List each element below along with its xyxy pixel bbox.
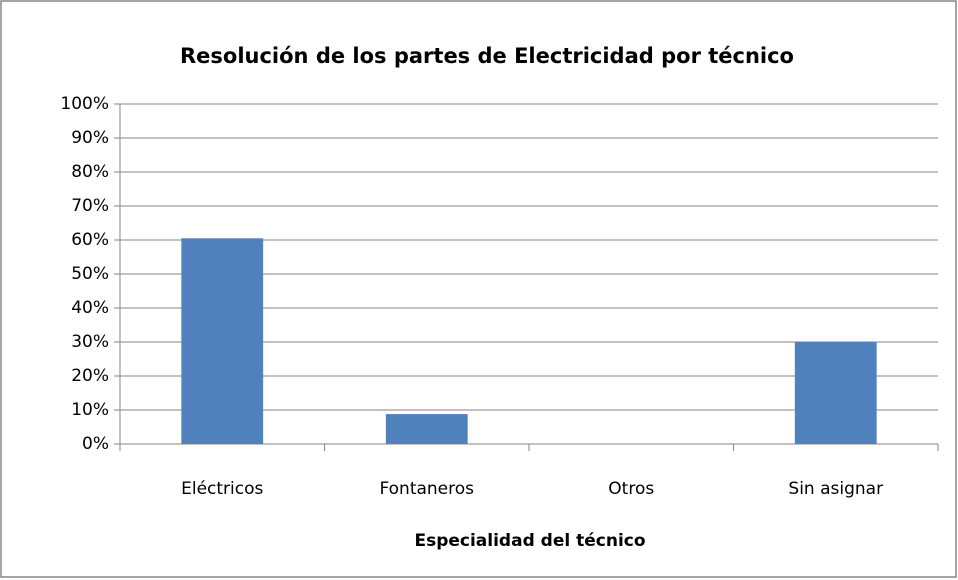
y-tick-label: 80% bbox=[71, 162, 109, 182]
y-tick-label: 100% bbox=[60, 94, 109, 114]
y-tick-label: 90% bbox=[71, 128, 109, 148]
y-tick-label: 10% bbox=[71, 400, 109, 420]
bar bbox=[181, 238, 264, 444]
bar bbox=[385, 414, 468, 444]
x-tick-label: Otros bbox=[608, 479, 654, 499]
bar bbox=[794, 342, 877, 444]
y-tick-label: 0% bbox=[82, 434, 109, 454]
y-tick-label: 70% bbox=[71, 196, 109, 216]
x-axis-title: Especialidad del técnico bbox=[414, 531, 645, 551]
x-tick-label: Eléctricos bbox=[181, 479, 263, 499]
x-tick-label: Fontaneros bbox=[379, 479, 474, 499]
chart-title: Resolución de los partes de Electricidad… bbox=[180, 44, 794, 68]
y-tick-label: 30% bbox=[71, 332, 109, 352]
y-tick-label: 20% bbox=[71, 366, 109, 386]
y-tick-label: 60% bbox=[71, 230, 109, 250]
y-tick-label: 40% bbox=[71, 298, 109, 318]
x-tick-label: Sin asignar bbox=[788, 479, 883, 499]
y-tick-label: 50% bbox=[71, 264, 109, 284]
